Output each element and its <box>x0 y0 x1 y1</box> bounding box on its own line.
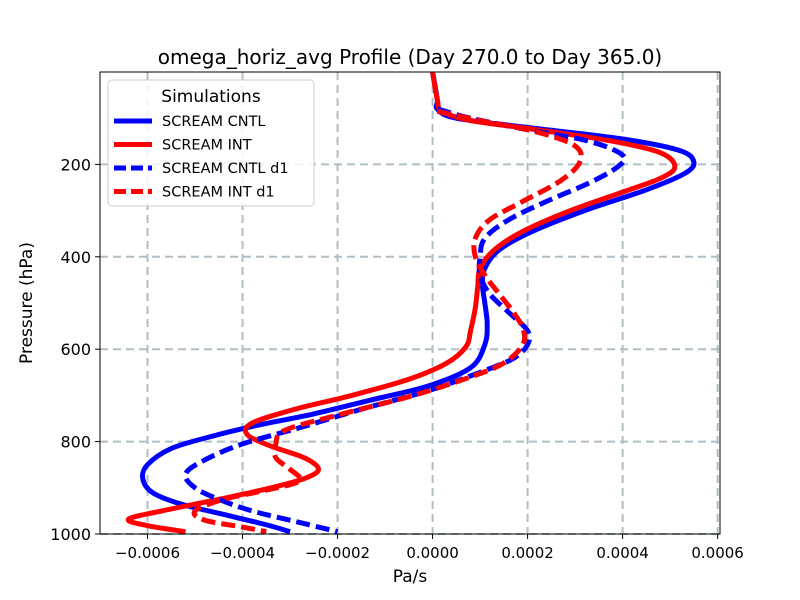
series-line-scream-cntl-d1 <box>182 106 628 535</box>
y-tick-label: 1000 <box>50 525 91 544</box>
x-tick-label: −0.0004 <box>210 544 275 562</box>
x-tick-label: −0.0006 <box>115 544 180 562</box>
x-axis-ticks: −0.0006 −0.0004 −0.0002 0.0000 0.0002 0.0004 0… <box>115 534 744 562</box>
y-tick-label: 400 <box>60 248 91 267</box>
legend-box <box>107 79 315 207</box>
y-tick-label: 200 <box>60 155 91 174</box>
y-tick-label: 600 <box>60 340 91 359</box>
x-tick-label: 0.0000 <box>406 544 459 562</box>
series-line-scream-cntl <box>140 71 697 535</box>
chart-title: omega_horiz_avg Profile (Day 270.0 to Da… <box>158 45 662 69</box>
y-axis-label: Pressure (hPa) <box>17 242 37 364</box>
legend: Simulations SCREAM CNTL SCREAM INT SCREAM … <box>107 79 315 207</box>
series-line-scream-int-d1 <box>191 108 584 535</box>
legend-label-scream-int: SCREAM INT <box>162 138 252 154</box>
plot-frame <box>99 71 721 535</box>
x-axis-label: Pa/s <box>393 567 428 587</box>
y-axis-ticks: 200 400 600 800 1000 <box>50 155 100 544</box>
x-tick-label: 0.0004 <box>596 544 649 562</box>
x-tick-label: 0.0002 <box>501 544 554 562</box>
legend-label-scream-cntl: SCREAM CNTL <box>162 114 266 130</box>
legend-label-scream-cntl-d1: SCREAM CNTL d1 <box>162 161 289 177</box>
x-tick-label: 0.0006 <box>691 544 744 562</box>
legend-title: Simulations <box>161 87 261 107</box>
series-group <box>125 71 697 535</box>
legend-label-scream-int-d1: SCREAM INT d1 <box>162 185 275 201</box>
grid-lines <box>100 72 720 535</box>
y-tick-label: 800 <box>60 433 91 452</box>
x-tick-label: −0.0002 <box>305 544 370 562</box>
